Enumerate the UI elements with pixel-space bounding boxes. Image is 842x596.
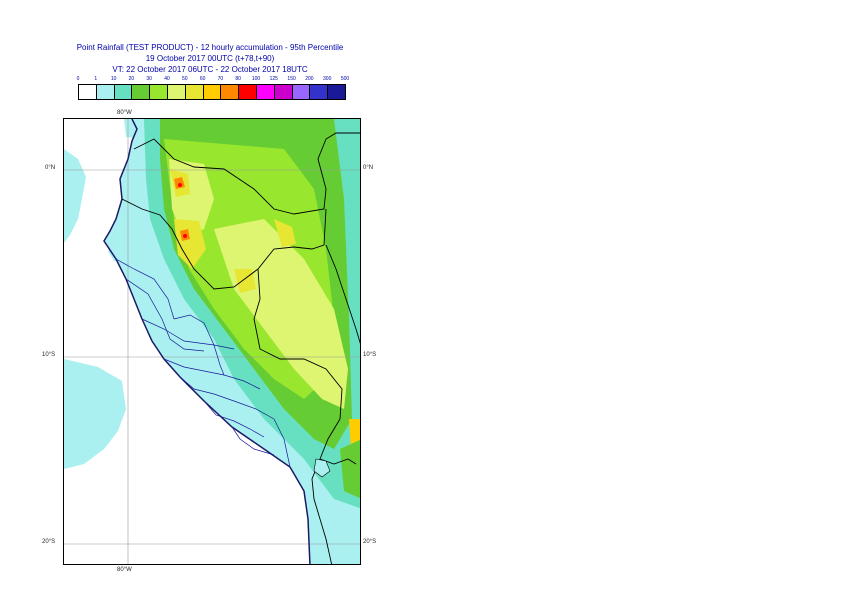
legend-tick-label: 500 — [340, 76, 350, 82]
lat-label-left: 10°S — [42, 352, 56, 358]
regional-boundaries — [115, 258, 291, 468]
legend-color-box — [149, 84, 168, 100]
graticule — [64, 119, 360, 564]
legend-color-box — [95, 84, 115, 100]
country-borders — [121, 132, 360, 564]
lat-label-left: 0°N — [45, 165, 56, 171]
legend-tick-label: 150 — [287, 76, 296, 82]
legend-tick-label: 100 — [251, 76, 261, 82]
legend-tick-label: 60 — [199, 76, 206, 82]
legend-tick-label: 200 — [305, 76, 314, 82]
legend-tick-label: 0 — [76, 76, 80, 82]
lat-label-right: 10°S — [363, 352, 377, 358]
legend-tick-label: 125 — [269, 76, 278, 82]
legend-color-box — [131, 84, 151, 100]
legend-tick-label: 10 — [110, 76, 117, 82]
legend-color-box — [291, 84, 311, 100]
legend-color-box — [309, 84, 329, 100]
legend-color-box — [202, 84, 222, 100]
legend-tick-label: 300 — [323, 76, 332, 82]
valid-time: VT: 22 October 2017 06UTC - 22 October 2… — [112, 65, 308, 74]
coastline — [103, 119, 311, 564]
ocean-rain-patch — [64, 359, 126, 469]
lon-label-bottom: 80°W — [117, 567, 132, 573]
lon-label-top: 80°W — [117, 110, 132, 116]
base-time: 19 October 2017 00UTC (t+78,t+90) — [145, 54, 275, 63]
legend-tick-label: 1 — [94, 76, 98, 82]
rainfall-map — [63, 118, 361, 565]
legend-color-box — [78, 84, 97, 100]
legend-color-box — [256, 84, 275, 100]
legend-color-box — [238, 84, 257, 100]
legend-tick-label: 50 — [182, 76, 188, 82]
legend-color-box — [113, 84, 133, 100]
ocean-rain-patch — [64, 149, 86, 243]
legend-tick-label: 20 — [128, 76, 135, 82]
legend-tick-label: 30 — [146, 76, 152, 82]
legend-color-box — [167, 84, 186, 100]
rainfall-map-svg — [64, 119, 360, 564]
legend-tick-label: 70 — [217, 76, 224, 82]
legend-color-box — [327, 84, 346, 100]
legend-tick-label: 40 — [164, 76, 170, 82]
lake — [313, 458, 331, 478]
legend-color-box — [220, 84, 240, 100]
lat-label-left: 20°S — [42, 539, 56, 545]
map-title: Point Rainfall (TEST PRODUCT) - 12 hourl… — [76, 43, 344, 52]
legend-color-box — [273, 84, 293, 100]
lat-label-right: 0°N — [363, 165, 374, 171]
lat-label-right: 20°S — [363, 539, 377, 545]
legend-tick-label: 80 — [235, 76, 241, 82]
legend-color-box — [184, 84, 204, 100]
